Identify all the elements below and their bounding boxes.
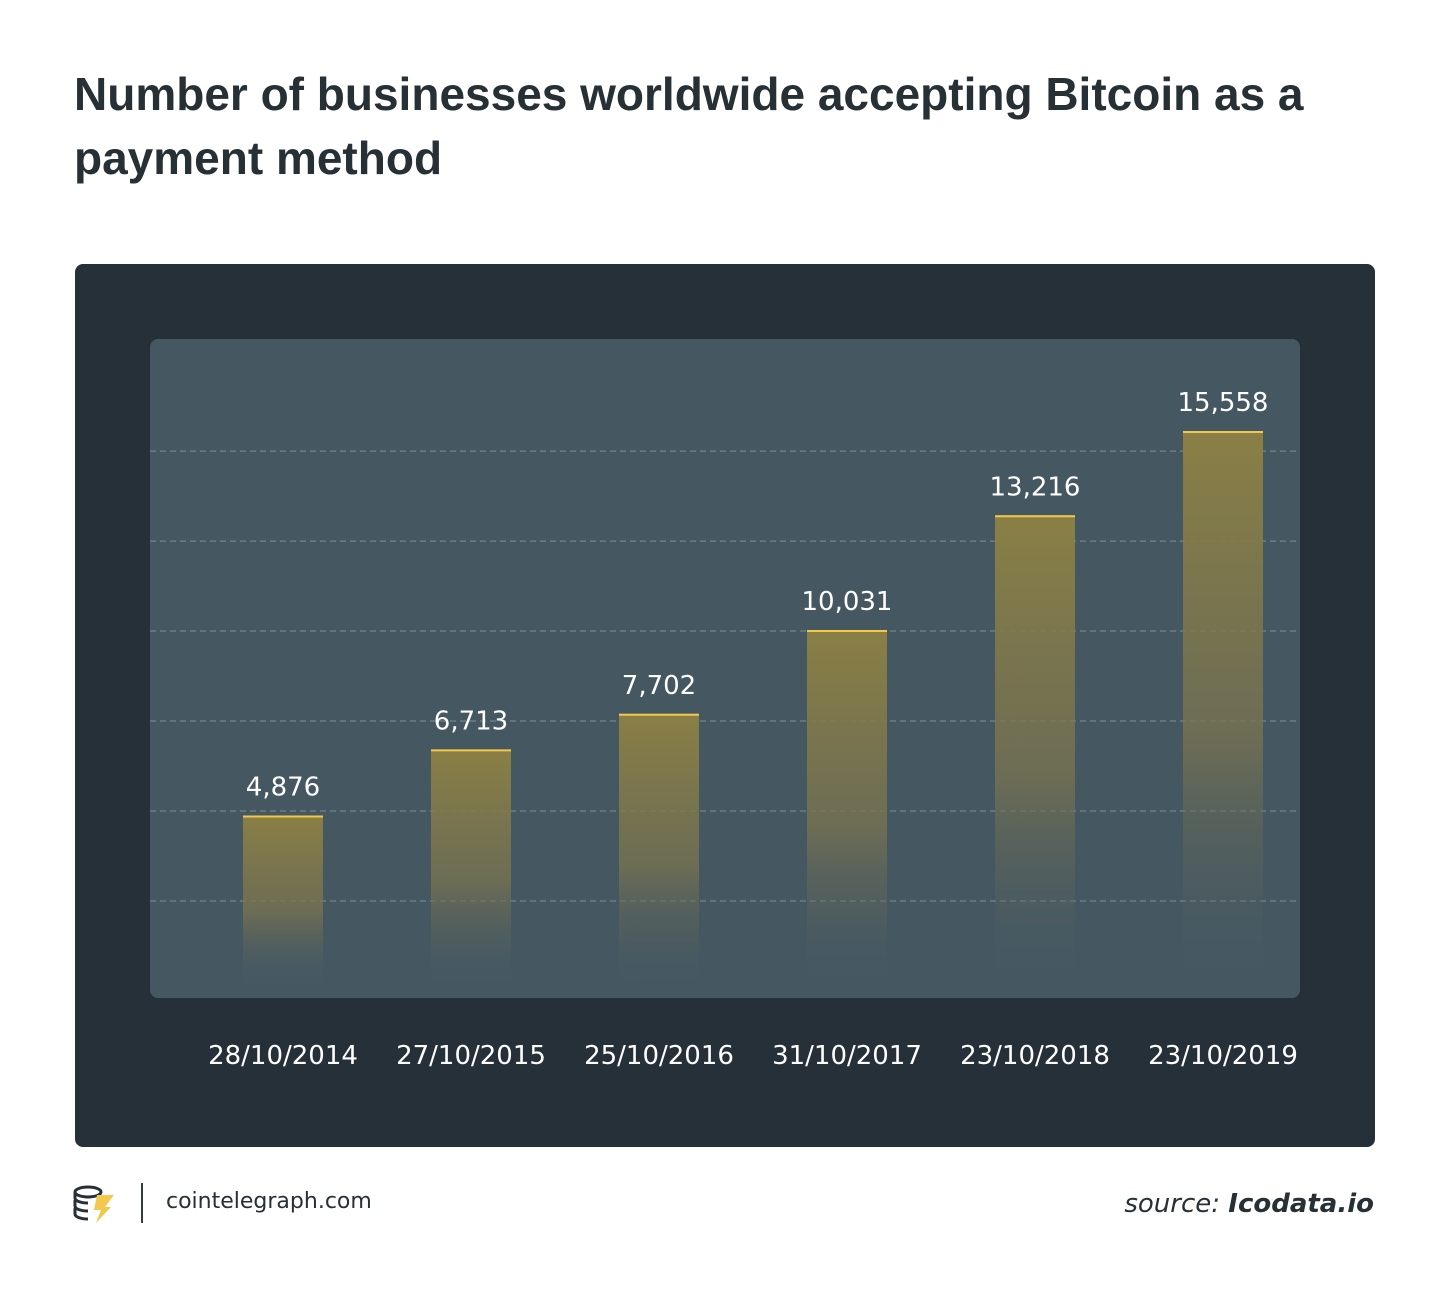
source-name: Icodata.io: [1228, 1189, 1374, 1219]
bar-1: [243, 815, 323, 991]
plot-area: 4,876 6,713 7,702 10,031 13,216 15,558: [150, 339, 1300, 998]
bar-2: [431, 749, 511, 991]
footer-site-link[interactable]: cointelegraph.com: [166, 1189, 372, 1214]
bar-3: [619, 713, 699, 991]
chart-card: 4,876 6,713 7,702 10,031 13,216 15,558 28/10/…: [75, 264, 1375, 1147]
x-tick-label-1: 28/10/2014: [208, 1041, 358, 1071]
x-tick-label-2: 27/10/2015: [396, 1041, 546, 1071]
bar-5: [995, 515, 1075, 991]
value-label-5: 13,216: [990, 472, 1081, 502]
value-label-2: 6,713: [434, 706, 508, 736]
x-tick-label-5: 23/10/2018: [960, 1041, 1110, 1071]
x-tick-label-4: 31/10/2017: [772, 1041, 922, 1071]
cointelegraph-logo-icon: [73, 1185, 114, 1223]
bar-4: [807, 629, 887, 991]
source-prefix: source:: [1124, 1189, 1220, 1219]
x-tick-label-6: 23/10/2019: [1148, 1041, 1298, 1071]
value-label-4: 10,031: [802, 587, 893, 617]
footer-divider: [141, 1183, 143, 1223]
gridlines: [150, 450, 1300, 902]
value-label-6: 15,558: [1178, 388, 1269, 418]
value-label-1: 4,876: [246, 772, 320, 802]
x-axis-tick-labels: 28/10/2014 27/10/2015 25/10/2016 31/10/2017…: [75, 1036, 1375, 1076]
bar-chart: 4,876 6,713 7,702 10,031 13,216 15,558: [150, 388, 1300, 991]
x-tick-label-3: 25/10/2016: [584, 1041, 734, 1071]
bars: [243, 431, 1263, 991]
value-label-3: 7,702: [622, 671, 696, 701]
chart-title: Number of businesses worldwide accepting…: [74, 68, 1304, 184]
footer-source: source: Icodata.io: [1124, 1186, 1374, 1222]
bar-6: [1183, 431, 1263, 991]
value-labels: 4,876 6,713 7,702 10,031 13,216 15,558: [246, 388, 1269, 802]
